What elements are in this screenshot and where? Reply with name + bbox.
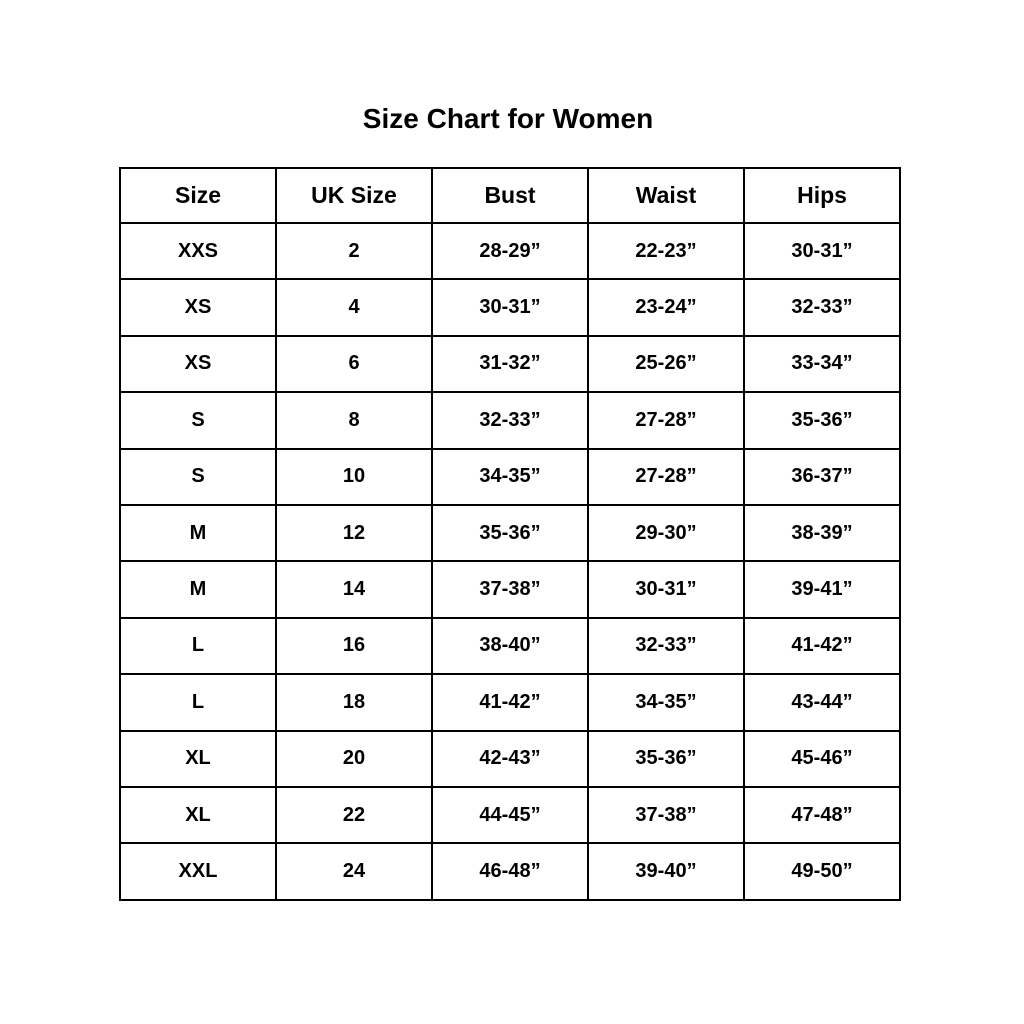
cell-uk-size: 2 — [275, 221, 433, 281]
cell-uk-size: 8 — [275, 391, 433, 450]
table-body: XXS 2 28-29” 22-23” 30-31” XS 4 30-31” 23-24” 32-… — [119, 221, 901, 901]
cell-hips: 39-41” — [743, 560, 901, 619]
table-row: XS 4 30-31” 23-24” 32-33” — [119, 278, 901, 337]
table-row: L 18 41-42” 34-35” 43-44” — [119, 673, 901, 732]
cell-uk-size: 14 — [275, 560, 433, 619]
cell-size: XS — [119, 334, 277, 394]
cell-hips: 49-50” — [743, 842, 901, 901]
column-header-size: Size — [119, 167, 277, 224]
column-header-hips: Hips — [743, 167, 901, 224]
cell-uk-size: 24 — [275, 842, 433, 901]
cell-bust: 34-35” — [431, 447, 589, 506]
cell-waist: 25-26” — [587, 334, 745, 394]
cell-waist: 27-28” — [587, 391, 745, 450]
cell-bust: 28-29” — [431, 221, 589, 281]
cell-hips: 41-42” — [743, 616, 901, 676]
header-row: Size UK Size Bust Waist Hips — [119, 167, 901, 224]
cell-hips: 47-48” — [743, 785, 901, 845]
cell-hips: 33-34” — [743, 334, 901, 394]
cell-hips: 30-31” — [743, 221, 901, 281]
cell-bust: 31-32” — [431, 334, 589, 394]
column-header-uk-size: UK Size — [275, 167, 433, 224]
table-row: XXL 24 46-48” 39-40” 49-50” — [119, 842, 901, 901]
size-chart-table: Size UK Size Bust Waist Hips XXS 2 28-29” 22-23… — [119, 167, 901, 901]
table-row: M 14 37-38” 30-31” 39-41” — [119, 560, 901, 619]
cell-bust: 37-38” — [431, 560, 589, 619]
table-row: XS 6 31-32” 25-26” 33-34” — [119, 334, 901, 394]
cell-waist: 39-40” — [587, 842, 745, 901]
table-row: XL 22 44-45” 37-38” 47-48” — [119, 785, 901, 845]
cell-uk-size: 10 — [275, 447, 433, 506]
cell-bust: 44-45” — [431, 785, 589, 845]
cell-uk-size: 20 — [275, 729, 433, 788]
cell-hips: 32-33” — [743, 278, 901, 337]
cell-uk-size: 6 — [275, 334, 433, 394]
cell-bust: 46-48” — [431, 842, 589, 901]
table-row: XXS 2 28-29” 22-23” 30-31” — [119, 221, 901, 281]
cell-waist: 29-30” — [587, 503, 745, 563]
cell-uk-size: 22 — [275, 785, 433, 845]
cell-size: XL — [119, 785, 277, 845]
cell-waist: 37-38” — [587, 785, 745, 845]
cell-size: L — [119, 616, 277, 676]
cell-uk-size: 16 — [275, 616, 433, 676]
cell-size: L — [119, 673, 277, 732]
cell-bust: 41-42” — [431, 673, 589, 732]
column-header-waist: Waist — [587, 167, 745, 224]
table-row: XL 20 42-43” 35-36” 45-46” — [119, 729, 901, 788]
cell-waist: 23-24” — [587, 278, 745, 337]
table-row: L 16 38-40” 32-33” 41-42” — [119, 616, 901, 676]
page-title: Size Chart for Women — [362, 103, 654, 134]
cell-size: XL — [119, 729, 277, 788]
cell-hips: 43-44” — [743, 673, 901, 732]
cell-waist: 34-35” — [587, 673, 745, 732]
cell-hips: 36-37” — [743, 447, 901, 506]
cell-bust: 35-36” — [431, 503, 589, 563]
cell-bust: 30-31” — [431, 278, 589, 337]
cell-waist: 22-23” — [587, 221, 745, 281]
cell-waist: 27-28” — [587, 447, 745, 506]
table-row: S 10 34-35” 27-28” 36-37” — [119, 447, 901, 506]
cell-bust: 42-43” — [431, 729, 589, 788]
cell-uk-size: 4 — [275, 278, 433, 337]
cell-hips: 35-36” — [743, 391, 901, 450]
cell-hips: 45-46” — [743, 729, 901, 788]
cell-size: M — [119, 560, 277, 619]
cell-bust: 32-33” — [431, 391, 589, 450]
cell-size: XS — [119, 278, 277, 337]
table-row: M 12 35-36” 29-30” 38-39” — [119, 503, 901, 563]
column-header-bust: Bust — [431, 167, 589, 224]
cell-waist: 32-33” — [587, 616, 745, 676]
cell-size: XXS — [119, 221, 277, 281]
cell-size: M — [119, 503, 277, 563]
cell-uk-size: 18 — [275, 673, 433, 732]
cell-size: XXL — [119, 842, 277, 901]
cell-uk-size: 12 — [275, 503, 433, 563]
table-row: S 8 32-33” 27-28” 35-36” — [119, 391, 901, 450]
cell-bust: 38-40” — [431, 616, 589, 676]
cell-size: S — [119, 447, 277, 506]
cell-size: S — [119, 391, 277, 450]
cell-waist: 35-36” — [587, 729, 745, 788]
cell-waist: 30-31” — [587, 560, 745, 619]
cell-hips: 38-39” — [743, 503, 901, 563]
